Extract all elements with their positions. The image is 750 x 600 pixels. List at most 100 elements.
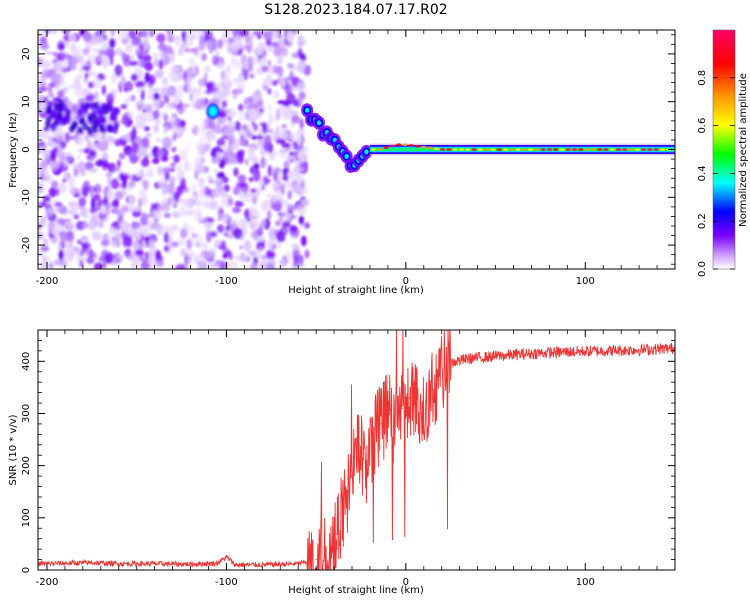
noise-band-speckle — [86, 126, 93, 135]
noise-speckle — [107, 136, 116, 143]
noise-speckle — [273, 45, 282, 57]
noise-speckle — [243, 69, 248, 81]
noise-speckle — [275, 108, 281, 121]
noise-speckle — [48, 175, 53, 185]
noise-speckle — [82, 186, 89, 198]
noise-speckle — [261, 184, 266, 191]
noise-speckle — [118, 32, 127, 41]
noise-speckle — [154, 53, 163, 58]
snr-point — [234, 564, 236, 566]
noise-speckle — [140, 217, 149, 226]
noise-speckle — [73, 213, 80, 220]
noise-speckle — [263, 134, 272, 146]
noise-speckle — [110, 208, 118, 214]
noise-speckle — [70, 43, 77, 54]
noise-speckle — [58, 42, 65, 51]
noise-speckle — [178, 184, 188, 191]
noise-speckle — [85, 93, 96, 102]
noise-speckle — [131, 141, 139, 154]
noise-speckle — [136, 99, 143, 106]
spectrogram-y-ticks: -20 -10 0 10 20 — [21, 34, 675, 265]
noise-speckle — [266, 263, 276, 269]
noise-speckle — [152, 87, 161, 93]
noise-speckle — [267, 45, 272, 52]
noise-speckle — [217, 206, 224, 218]
noise-speckle — [227, 157, 237, 165]
noise-speckle — [70, 62, 77, 71]
noise-speckle — [148, 89, 155, 98]
noise-band-speckle — [100, 116, 107, 125]
noise-band-speckle — [87, 113, 94, 121]
noise-speckle — [146, 95, 155, 100]
noise-speckle — [250, 188, 258, 193]
noise-speckle — [224, 125, 234, 136]
noise-speckle — [89, 187, 95, 199]
noise-speckle — [92, 77, 102, 89]
noise-speckle — [121, 51, 126, 59]
noise-speckle — [110, 30, 116, 37]
noise-speckle — [172, 134, 177, 142]
noise-speckle — [296, 254, 303, 263]
noise-speckle — [50, 150, 56, 159]
noise-speckle — [128, 180, 136, 188]
noise-speckle — [296, 204, 307, 216]
snr-point — [437, 376, 439, 378]
noise-speckle — [246, 124, 251, 130]
noise-speckle — [214, 177, 224, 187]
noise-speckle — [252, 30, 263, 36]
noise-speckle — [278, 216, 283, 222]
noise-speckle — [262, 85, 268, 91]
tone-hotspot — [408, 144, 414, 147]
noise-speckle — [151, 210, 162, 221]
noise-speckle — [253, 169, 261, 182]
noise-speckle — [248, 65, 254, 72]
noise-speckle — [126, 118, 133, 126]
noise-speckle — [276, 138, 286, 144]
noise-speckle — [180, 248, 185, 257]
noise-speckle — [72, 246, 82, 256]
noise-speckle — [91, 197, 96, 210]
noise-speckle — [268, 243, 275, 252]
noise-speckle — [163, 212, 171, 219]
tone-hotspot — [559, 148, 565, 151]
noise-speckle — [134, 64, 139, 75]
noise-speckle — [153, 59, 161, 67]
noise-speckle — [163, 45, 174, 55]
noise-speckle — [59, 140, 67, 149]
noise-speckle — [213, 81, 224, 90]
noise-speckle — [62, 52, 70, 59]
noise-speckle — [229, 222, 239, 230]
noise-speckle — [273, 90, 280, 99]
tone-hotspot — [553, 148, 559, 151]
noise-speckle — [57, 89, 65, 99]
noise-speckle — [279, 38, 286, 49]
noise-speckle — [139, 44, 144, 52]
noise-speckle — [297, 35, 304, 41]
noise-speckle — [38, 131, 42, 138]
noise-speckle — [175, 263, 185, 269]
noise-speckle — [144, 72, 150, 84]
noise-speckle — [238, 110, 248, 122]
noise-speckle — [45, 256, 51, 263]
noise-speckle — [144, 61, 154, 71]
noise-speckle — [284, 83, 293, 96]
noise-speckle — [89, 167, 98, 174]
noise-speckle — [145, 133, 153, 138]
noise-speckle — [232, 206, 241, 214]
noise-speckle — [247, 215, 252, 220]
noise-speckle — [98, 55, 109, 64]
noise-speckle — [55, 60, 65, 71]
noise-speckle — [130, 221, 141, 230]
snr-point — [118, 563, 120, 565]
noise-speckle — [290, 110, 299, 117]
noise-speckle — [216, 148, 224, 153]
noise-speckle — [108, 38, 116, 48]
noise-speckle — [266, 120, 271, 133]
spectrogram-y-tick-label: 0 — [21, 146, 32, 152]
noise-speckle — [38, 86, 48, 92]
noise-speckle — [232, 227, 243, 239]
noise-speckle — [122, 177, 128, 189]
noise-speckle — [281, 209, 288, 220]
noise-speckle — [234, 254, 242, 262]
snr-point — [423, 412, 425, 415]
